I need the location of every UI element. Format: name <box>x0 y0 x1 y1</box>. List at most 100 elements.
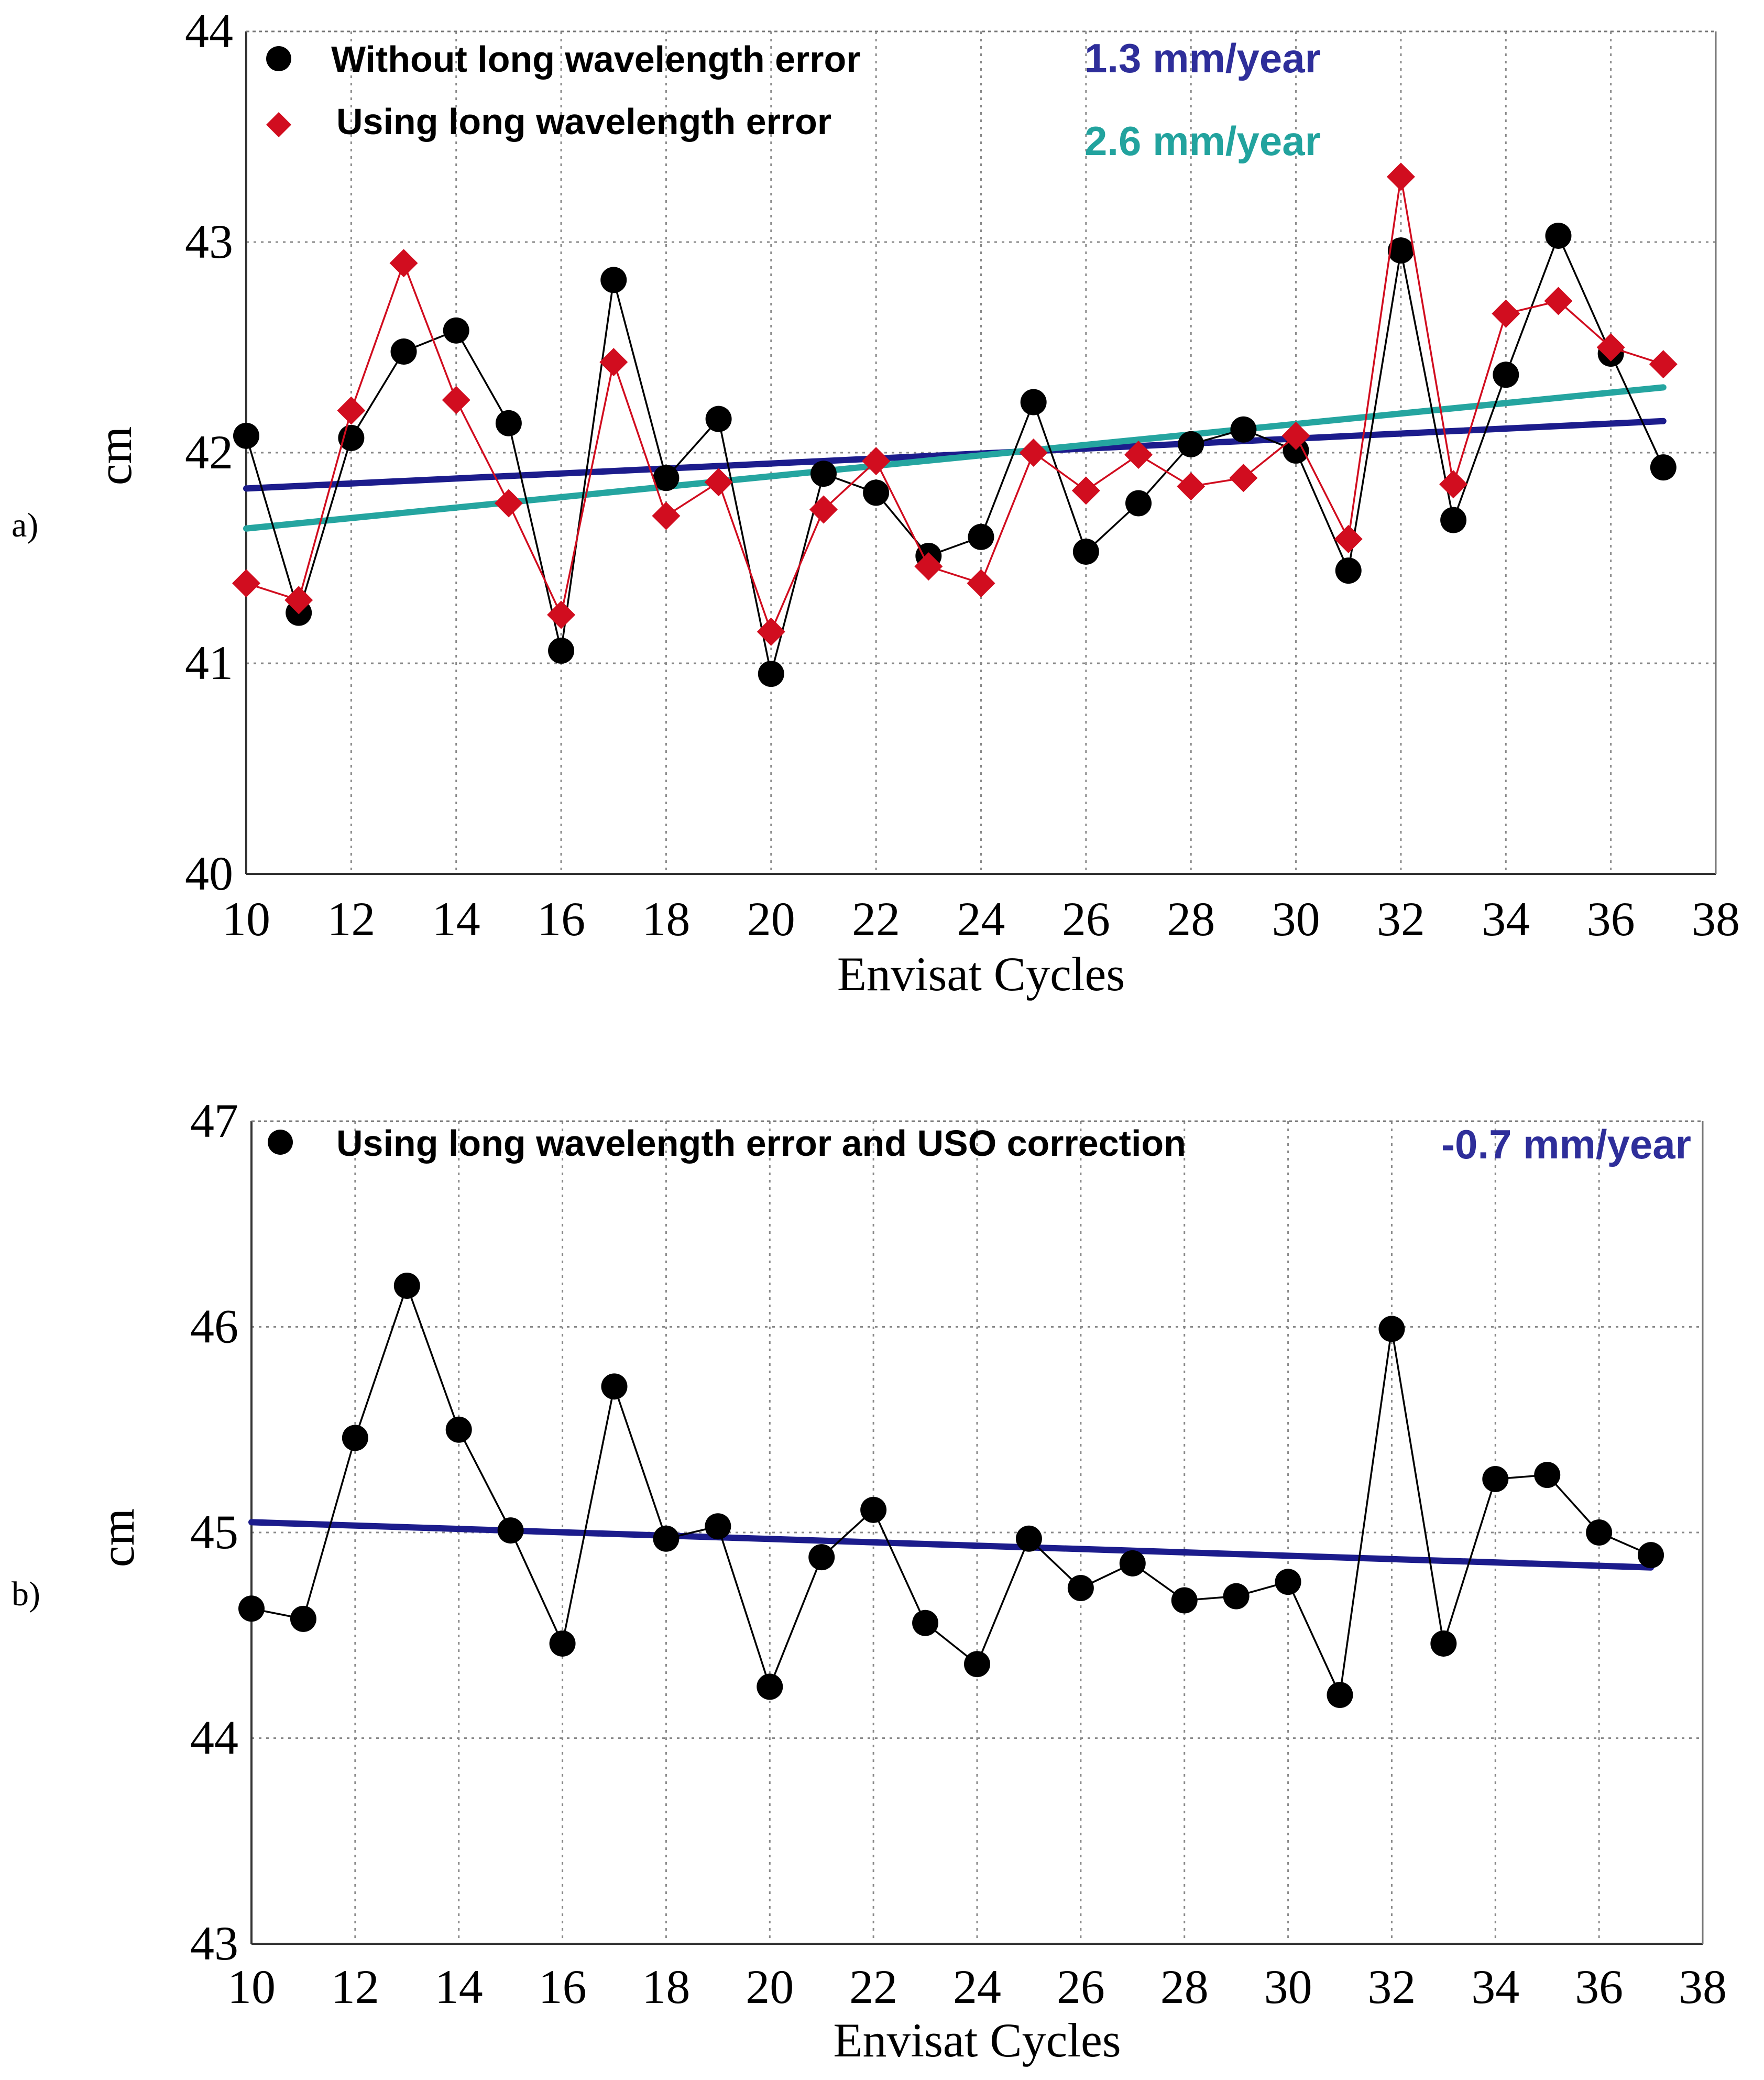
panel-a-series-1-point <box>600 267 627 293</box>
panel-b-x-tick-label: 26 <box>1057 1960 1105 2013</box>
panel-b-y-tick-label: 43 <box>190 1917 238 1970</box>
panel-b-x-tick-label: 10 <box>227 1960 276 2013</box>
panel-b-series-1-point <box>1638 1542 1664 1569</box>
panel-a-y-tick-label: 41 <box>185 636 233 689</box>
panel-b-series-1-point <box>238 1595 265 1622</box>
panel-a-series-2-point <box>1281 421 1310 450</box>
panel-a-series-2-point <box>1019 439 1048 467</box>
panel-a-x-tick-label: 32 <box>1377 892 1425 946</box>
panel-a-series-1-point <box>1230 416 1257 443</box>
panel-a-series-1-point <box>1178 431 1204 457</box>
panel-b-series-1-point <box>653 1525 680 1552</box>
panel-a-trend-line-1 <box>243 418 1667 492</box>
panel-b-x-tick-label: 28 <box>1160 1960 1209 2013</box>
panel-a-series-1-point <box>863 479 890 506</box>
panel-a-series-1-point <box>758 661 784 687</box>
panel-a-series-1-point <box>1545 222 1572 249</box>
panel-a-y-axis-title: cm <box>88 426 141 485</box>
panel-a-series-1-point <box>495 410 522 436</box>
panel-a-x-tick-label: 28 <box>1167 892 1215 946</box>
panel-b-series-1-point <box>1586 1519 1613 1546</box>
panel-b-y-tick-label: 44 <box>190 1711 238 1765</box>
panel-a-series-2-point <box>284 586 313 615</box>
panel-a-series-2-point <box>1492 299 1520 328</box>
panel-b-x-axis-title: Envisat Cycles <box>833 2013 1121 2067</box>
panel-b-series-1-point <box>342 1425 368 1451</box>
panel-a-series-2-point <box>1177 472 1206 501</box>
panel-b-series-1-point <box>808 1544 835 1571</box>
panel-b-series-1-point <box>860 1496 887 1523</box>
panel-a-series-2-point <box>547 600 576 629</box>
panel-b-series-1-point <box>1015 1525 1042 1552</box>
panel-a-series-2-point <box>337 396 366 425</box>
panel-b-series-1-point <box>290 1605 316 1632</box>
panel-a-x-tick-label: 38 <box>1692 892 1740 946</box>
panel-a-series-1-point <box>653 465 680 491</box>
panel-b-x-tick-label: 32 <box>1367 1960 1416 2013</box>
panel-b-series-1-point <box>912 1610 939 1636</box>
panel-a-series-1-point <box>705 406 732 432</box>
panel-label-b: b) <box>12 1575 40 1613</box>
panel-a-series-line-2 <box>246 177 1664 634</box>
panel-a-series-1-point <box>968 523 994 550</box>
panel-a-series-2-point <box>967 569 995 598</box>
panel-a-series-2-point <box>809 495 838 524</box>
panel-b-series-1-point <box>1171 1587 1198 1614</box>
panel-a-series-2-point <box>1386 162 1415 191</box>
panel-a-y-tick-label: 43 <box>185 215 233 268</box>
panel-b-x-tick-label: 18 <box>642 1960 690 2013</box>
panel-b-x-tick-label: 34 <box>1471 1960 1519 2013</box>
panel-a-rate-annotation-1: 1.3 mm/year <box>1084 35 1321 81</box>
panel-a-x-tick-label: 14 <box>432 892 480 946</box>
panel-a-series-2-point <box>652 501 681 530</box>
panel-b-series-1-point <box>445 1416 472 1443</box>
panel-b-series-1-point <box>757 1673 783 1700</box>
panel-a-series-1-point <box>1020 389 1047 415</box>
panel-a-series-2-point <box>1124 441 1153 469</box>
panel-a-x-tick-label: 36 <box>1587 892 1635 946</box>
panel-b-series-1-point <box>549 1630 576 1657</box>
panel-a-series-line-1 <box>245 233 1664 674</box>
panel-b-series-1-point <box>1067 1574 1094 1601</box>
panel-b-series-1-point <box>1430 1630 1457 1657</box>
panel-b-x-tick-label: 14 <box>435 1960 483 2013</box>
panel-a-series-1-point <box>443 317 469 344</box>
panel-a-series-2-point <box>442 386 470 414</box>
panel-a-series-2-point <box>704 468 733 497</box>
panel-b-rate-annotation-1: -0.7 mm/year <box>1441 1121 1691 1167</box>
panel-a-legend-label-1: Without long wavelength error <box>331 39 861 80</box>
panel-b-x-tick-label: 36 <box>1575 1960 1623 2013</box>
panel-a-series-1-point <box>810 461 837 487</box>
panel-b-x-tick-label: 16 <box>539 1960 587 2013</box>
panel-b-series-1-point <box>705 1513 731 1540</box>
panel-a-series-2-point <box>1071 476 1100 505</box>
panel-b-trend-line-1 <box>248 1519 1655 1571</box>
panel-b-y-tick-label: 45 <box>190 1505 238 1559</box>
panel-b-series-1-point <box>964 1651 990 1678</box>
panel-a-x-tick-label: 20 <box>747 892 795 946</box>
panel-a-series-2-point <box>1596 333 1625 362</box>
panel-a-y-tick-label: 44 <box>185 4 233 58</box>
panel-a-series-2-point <box>1229 464 1258 492</box>
panel-a-rate-annotation-2: 2.6 mm/year <box>1084 118 1321 164</box>
panel-a-y-tick-label: 40 <box>185 847 233 900</box>
panel-b-legend-label-1: Using long wavelength error and USO corr… <box>336 1123 1186 1164</box>
panel-a-series-1-point <box>548 637 575 664</box>
panel-b-legend-marker-1 <box>268 1130 293 1155</box>
panel-a-x-tick-label: 10 <box>222 892 270 946</box>
panel-a-series-1-point <box>1072 538 1099 565</box>
panel-a-series-1-point <box>1283 437 1309 464</box>
panel-a-x-tick-label: 16 <box>537 892 585 946</box>
panel-label-a: a) <box>12 506 39 544</box>
panel-a-series-1-point <box>1493 362 1519 388</box>
panel-a-series-1-point <box>1440 507 1467 533</box>
panel-a-series-2-point <box>862 447 891 476</box>
panel-b-series-1-point <box>1482 1465 1509 1492</box>
panel-a-series-2-point <box>1334 524 1363 553</box>
panel-a-series-2-point <box>599 348 628 377</box>
panel-a-series-1-point <box>1335 557 1362 584</box>
panel-a-x-tick-label: 34 <box>1482 892 1530 946</box>
panel-a-series-2-point <box>232 569 260 598</box>
panel-a-x-tick-label: 18 <box>642 892 690 946</box>
